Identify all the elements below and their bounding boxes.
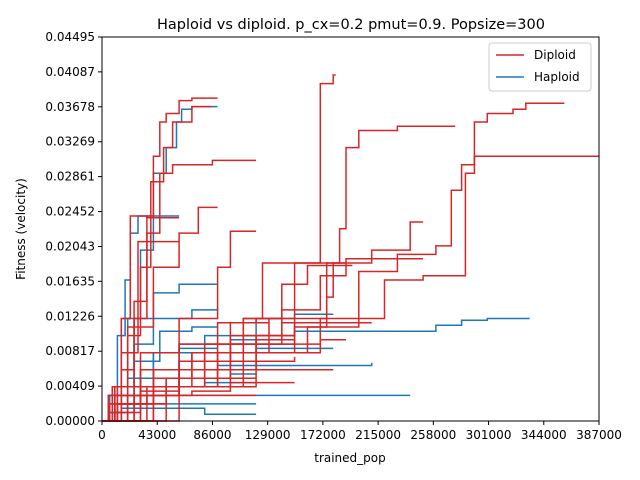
y-axis-label: Fitness (velocity)	[14, 178, 28, 280]
y-tick-label: 0.00000	[45, 414, 95, 428]
x-tick-label: 215000	[355, 428, 401, 442]
y-tick-label: 0.00817	[45, 344, 95, 358]
y-tick-label: 0.04495	[45, 30, 95, 44]
series-line-diploid-run-3	[102, 215, 180, 422]
series-line-diploid-run-27	[102, 262, 346, 422]
legend: Diploid Haploid	[488, 42, 592, 92]
chart-title: Haploid vs diploid. p_cx=0.2 pmut=0.9. P…	[157, 17, 545, 33]
y-tick-label: 0.02452	[45, 205, 95, 219]
plot-area	[101, 36, 600, 422]
y-tick-label: 0.00409	[45, 379, 95, 393]
series-line-diploid-run-26	[102, 339, 295, 422]
axes-frame	[101, 36, 600, 422]
legend-label-haploid: Haploid	[534, 70, 580, 84]
x-tick-label: 344000	[521, 428, 567, 442]
y-axis: 0.00000 0.00409 0.00817 0.01226 0.01635 0.020…	[45, 30, 102, 428]
y-tick-label: 0.02861	[45, 170, 95, 184]
y-tick-label: 0.01226	[45, 309, 95, 323]
series-line-diploid-run-5	[102, 240, 180, 422]
y-tick-label: 0.04087	[45, 65, 95, 79]
y-tick-label: 0.03269	[45, 135, 95, 149]
y-tick-label: 0.01635	[45, 274, 95, 288]
series-line-diploid-run-4	[102, 206, 218, 422]
series-line-diploid-run-6	[102, 230, 257, 422]
x-tick-label: 301000	[466, 428, 512, 442]
x-tick-label: 43000	[138, 428, 176, 442]
x-axis: 0 43000 86000 129000 172000 215000 258000 30100…	[98, 421, 622, 442]
x-tick-label: 129000	[245, 428, 291, 442]
x-axis-label: trained_pop	[314, 451, 386, 465]
x-tick-label: 258000	[410, 428, 456, 442]
x-tick-label: 0	[98, 428, 106, 442]
legend-label-diploid: Diploid	[534, 48, 576, 62]
y-tick-label: 0.03678	[45, 100, 95, 114]
x-tick-label: 172000	[300, 428, 346, 442]
x-tick-label: 86000	[193, 428, 231, 442]
x-tick-label: 387000	[576, 428, 622, 442]
series-layer	[102, 74, 599, 422]
y-tick-label: 0.02043	[45, 239, 95, 253]
